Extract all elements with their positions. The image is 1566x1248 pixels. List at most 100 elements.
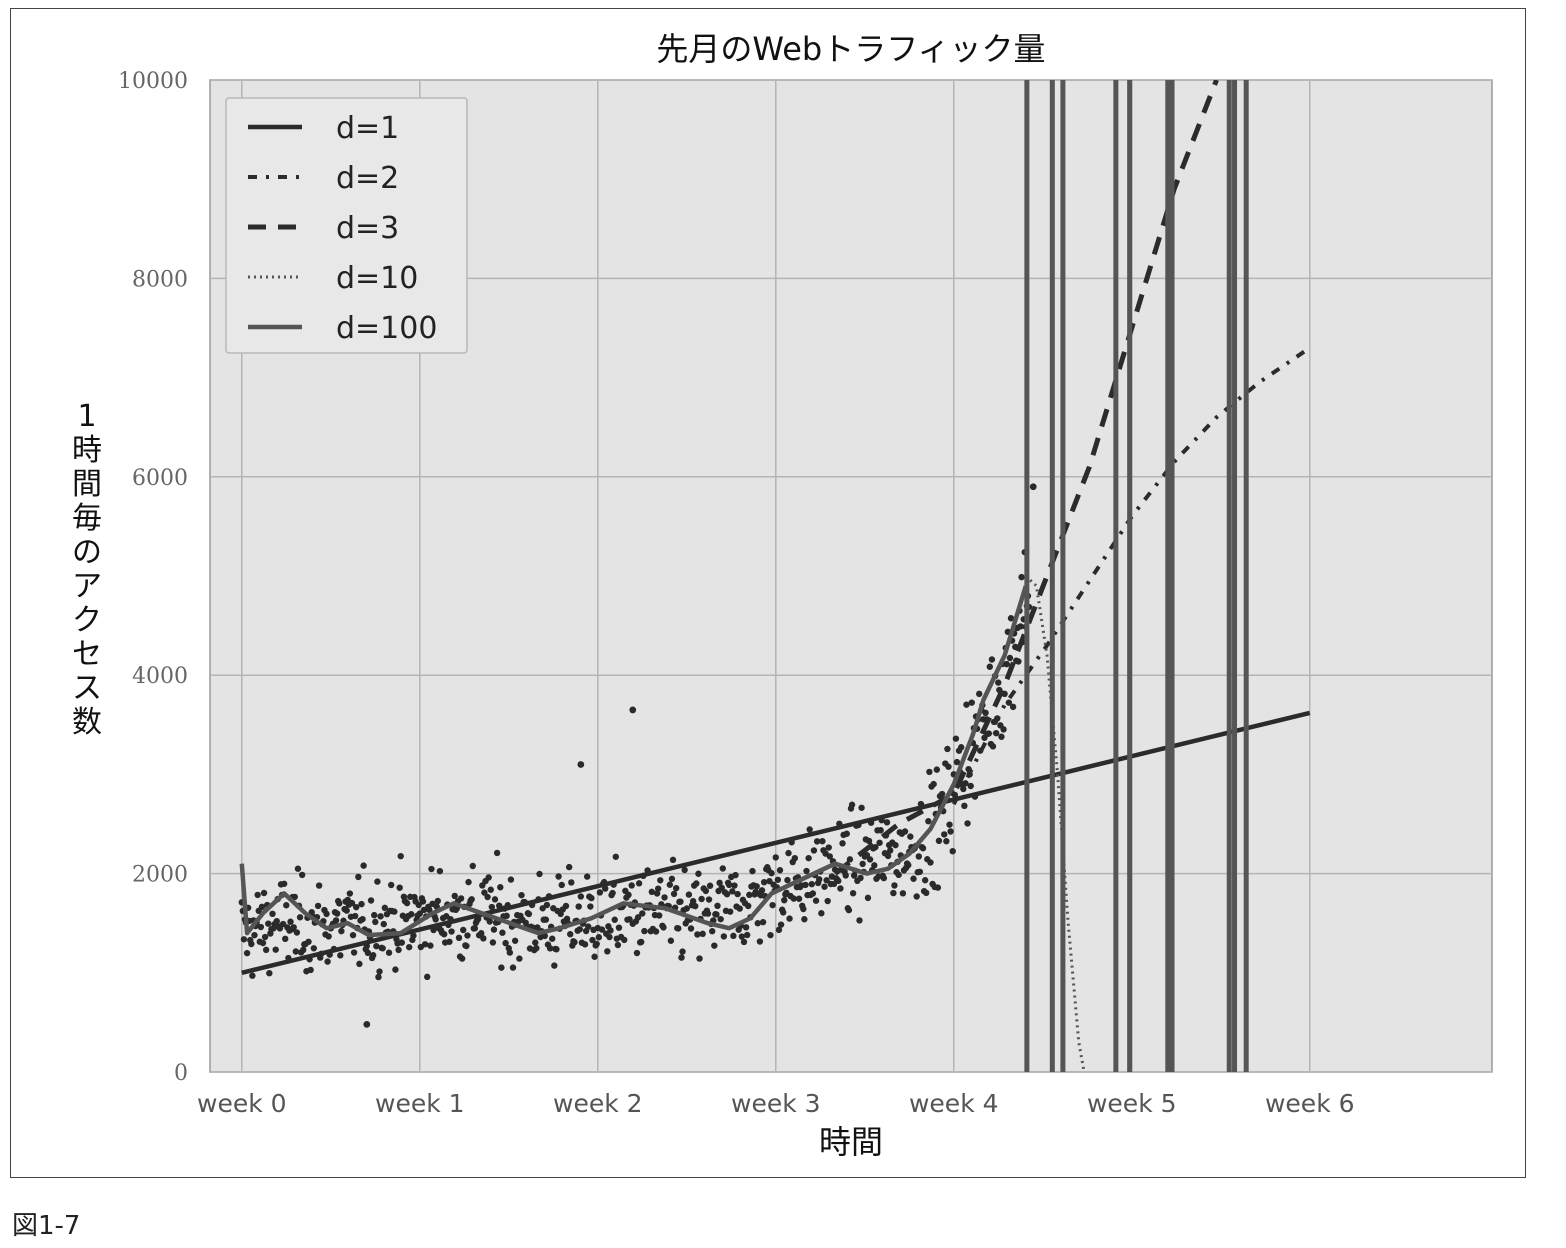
data-point [749, 867, 756, 875]
data-point [719, 865, 726, 872]
data-point [926, 768, 933, 776]
y-axis-label-char: 時 [72, 433, 102, 468]
data-point [419, 898, 427, 905]
data-point [823, 877, 830, 884]
data-point [260, 889, 268, 897]
data-point [323, 910, 330, 918]
data-point [562, 902, 570, 910]
data-point [349, 931, 357, 939]
data-point [1003, 660, 1010, 668]
data-point [493, 849, 501, 857]
data-point [581, 941, 589, 948]
data-point [935, 837, 943, 845]
data-point [463, 942, 470, 950]
data-point [952, 735, 960, 742]
y-tick-label: 2000 [132, 863, 188, 888]
data-point [585, 923, 592, 930]
data-point [934, 884, 942, 891]
data-point [759, 918, 767, 926]
data-point [667, 937, 675, 944]
data-point [240, 936, 248, 943]
data-point [745, 902, 752, 910]
data-point [913, 893, 920, 900]
y-axis-label-char: 毎 [72, 501, 102, 536]
data-point [718, 884, 725, 892]
figure-frame [10, 8, 1526, 1178]
data-point [464, 932, 471, 939]
data-point [641, 927, 648, 935]
data-point [489, 939, 497, 946]
data-point [653, 890, 661, 897]
outlier-point [577, 761, 585, 768]
plot-content [238, 80, 1311, 1072]
data-point [395, 946, 402, 954]
data-point [392, 966, 399, 973]
data-point [606, 933, 613, 941]
data-point [589, 936, 596, 944]
data-point [293, 929, 301, 936]
data-point [774, 876, 782, 883]
y-axis-label-char: の [72, 535, 102, 570]
data-point [736, 905, 743, 912]
y-axis-label-char: 1 [77, 399, 97, 434]
data-point [672, 884, 680, 892]
data-point [685, 891, 693, 898]
data-point [803, 867, 810, 875]
data-point [899, 890, 907, 897]
data-point [1000, 726, 1007, 733]
data-point [533, 944, 540, 952]
data-point [669, 856, 677, 864]
data-point [488, 903, 496, 911]
data-point [621, 936, 628, 944]
data-point [638, 938, 645, 946]
data-point [598, 926, 606, 933]
data-point [760, 878, 768, 886]
data-point [377, 913, 384, 920]
data-point [296, 914, 304, 921]
data-point [355, 873, 362, 881]
data-point [575, 903, 582, 910]
data-point [291, 893, 298, 901]
data-point [283, 902, 290, 909]
data-point [408, 911, 415, 918]
data-point [689, 897, 697, 905]
data-point [720, 933, 728, 940]
data-point [947, 828, 954, 835]
data-point [945, 763, 952, 770]
data-point [254, 891, 261, 899]
data-point [576, 926, 583, 933]
data-point [992, 729, 1000, 737]
data-point [856, 917, 863, 924]
data-point [864, 894, 872, 902]
data-point [779, 909, 787, 916]
data-point [683, 905, 690, 912]
data-point [332, 917, 340, 924]
data-point [396, 884, 403, 891]
data-point [742, 924, 750, 931]
data-point [839, 840, 846, 847]
data-point [766, 877, 773, 885]
data-point [487, 886, 494, 893]
data-point [261, 933, 269, 941]
y-axis-label-char: ス [72, 671, 102, 706]
data-point [694, 931, 701, 938]
data-point [784, 876, 791, 884]
data-point [891, 882, 898, 889]
data-point [367, 897, 375, 904]
data-point [338, 927, 345, 935]
data-point [675, 925, 682, 932]
legend-label: d=2 [336, 161, 399, 196]
data-point [525, 910, 533, 918]
series-line-d100 [239, 585, 1028, 938]
data-point [743, 931, 751, 939]
data-point [490, 926, 498, 933]
data-point [775, 926, 783, 934]
data-point [777, 921, 785, 928]
data-point [446, 938, 453, 945]
data-point [558, 881, 565, 889]
data-point [369, 952, 377, 959]
data-point [583, 873, 591, 880]
data-point [781, 896, 788, 904]
data-point [294, 865, 302, 872]
data-point [432, 916, 439, 923]
